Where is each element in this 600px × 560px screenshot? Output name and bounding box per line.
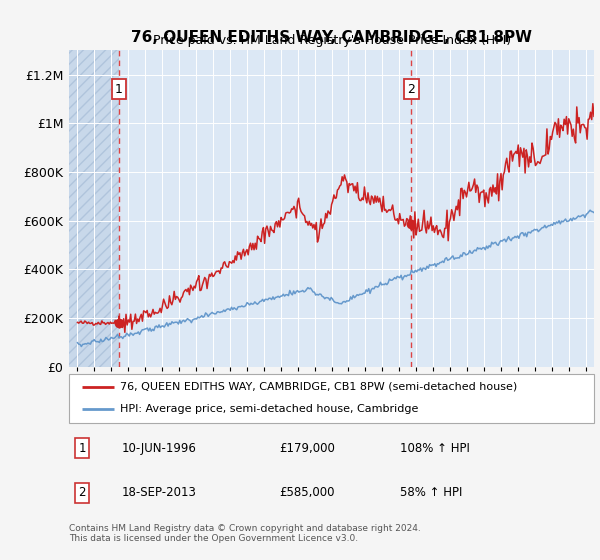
Text: 1: 1: [115, 83, 123, 96]
Text: 2: 2: [407, 83, 415, 96]
Text: 108% ↑ HPI: 108% ↑ HPI: [400, 442, 470, 455]
Text: 2: 2: [79, 487, 86, 500]
Text: 58% ↑ HPI: 58% ↑ HPI: [400, 487, 462, 500]
Text: 10-JUN-1996: 10-JUN-1996: [121, 442, 196, 455]
Text: HPI: Average price, semi-detached house, Cambridge: HPI: Average price, semi-detached house,…: [121, 404, 419, 414]
Text: 18-SEP-2013: 18-SEP-2013: [121, 487, 196, 500]
Text: 1: 1: [79, 442, 86, 455]
Text: £585,000: £585,000: [279, 487, 335, 500]
Text: £179,000: £179,000: [279, 442, 335, 455]
Text: 76, QUEEN EDITHS WAY, CAMBRIDGE, CB1 8PW (semi-detached house): 76, QUEEN EDITHS WAY, CAMBRIDGE, CB1 8PW…: [121, 382, 518, 392]
Title: 76, QUEEN EDITHS WAY, CAMBRIDGE, CB1 8PW: 76, QUEEN EDITHS WAY, CAMBRIDGE, CB1 8PW: [131, 30, 532, 45]
FancyBboxPatch shape: [69, 374, 594, 423]
Text: Contains HM Land Registry data © Crown copyright and database right 2024.
This d: Contains HM Land Registry data © Crown c…: [69, 524, 421, 543]
Text: Price paid vs. HM Land Registry's House Price Index (HPI): Price paid vs. HM Land Registry's House …: [153, 34, 511, 47]
Bar: [69, 50, 119, 367]
